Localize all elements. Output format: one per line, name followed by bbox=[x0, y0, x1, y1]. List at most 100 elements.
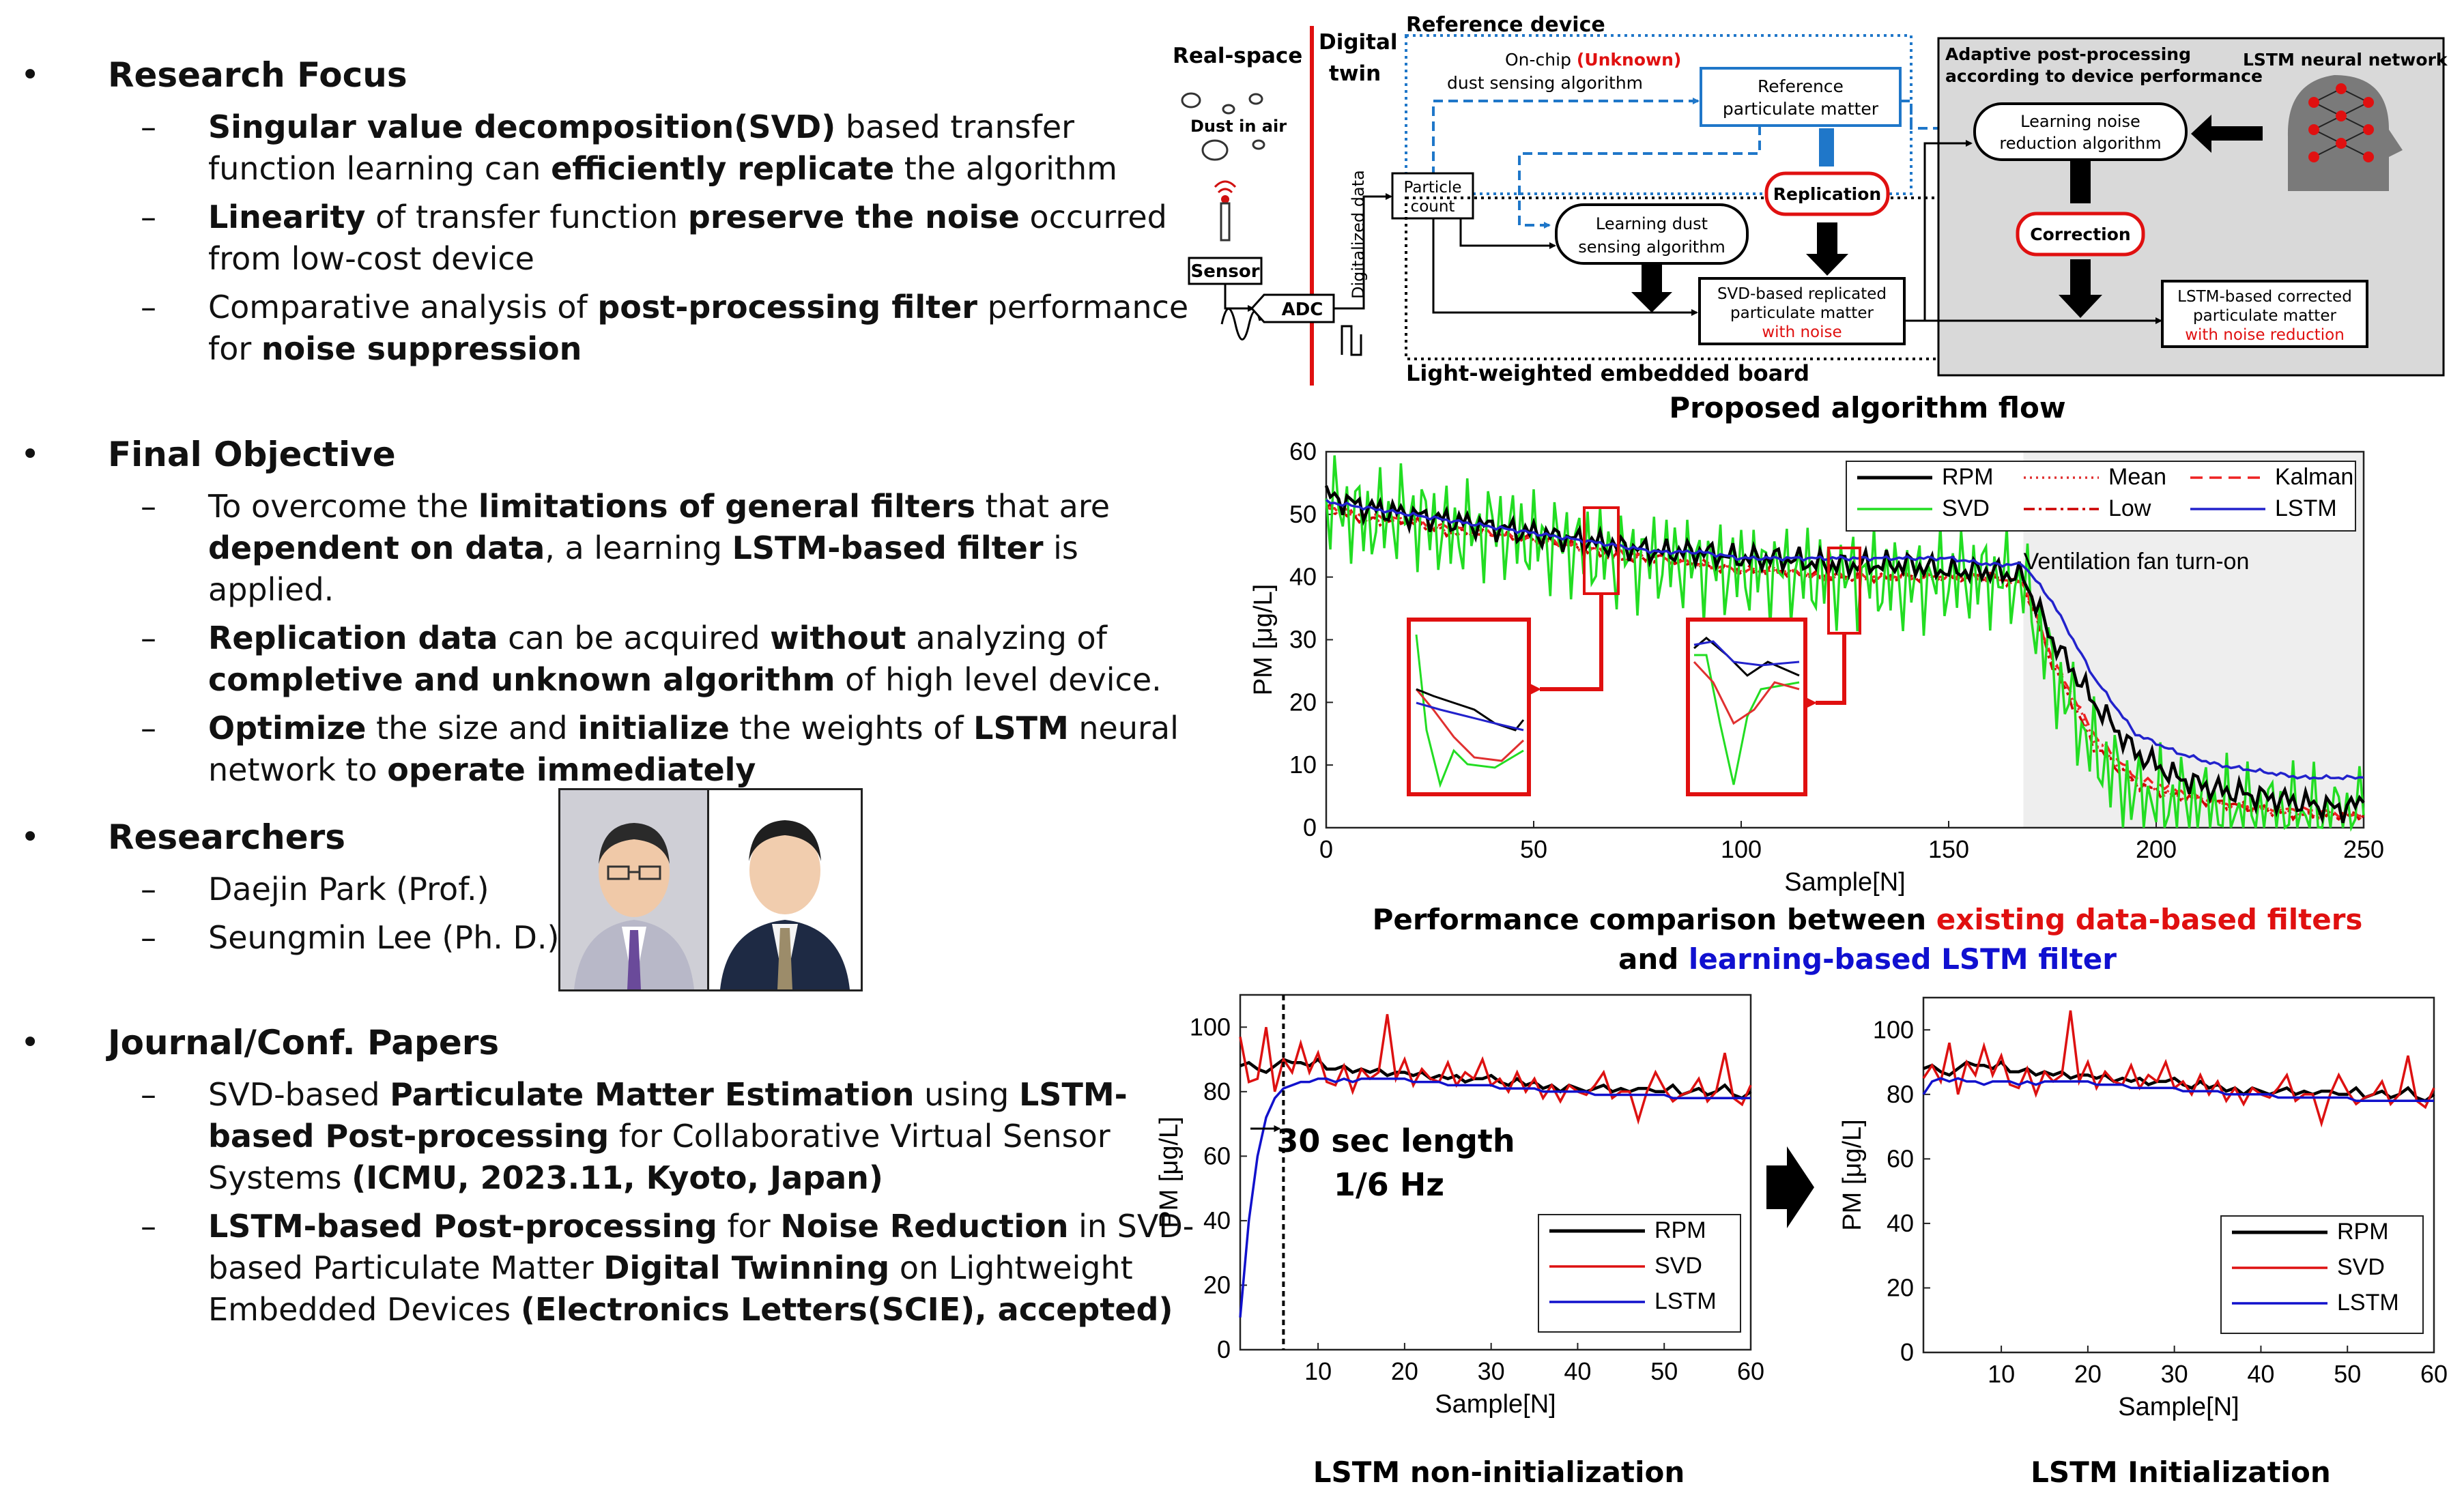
sensor-icon bbox=[1214, 180, 1237, 242]
onchip-label-2: dust sensing algorithm bbox=[1447, 73, 1643, 93]
bullet: • bbox=[20, 56, 40, 94]
arrow-right-icon bbox=[1766, 1146, 1814, 1228]
y-tick-label: 40 bbox=[1887, 1209, 1914, 1237]
x-tick-label: 40 bbox=[2247, 1360, 2274, 1388]
text: for Collaborative Virtual Sensor Systems bbox=[208, 1118, 1111, 1196]
bold-text: (Electronics Letters(SCIE), accepted) bbox=[520, 1291, 1173, 1328]
legend-label-rpm: RPM bbox=[1654, 1217, 1706, 1243]
x-tick-label: 30 bbox=[1478, 1357, 1505, 1385]
y-tick-label: 20 bbox=[1887, 1273, 1914, 1301]
dash-marker: – bbox=[141, 108, 156, 145]
embedded-board-label: Light-weighted embedded board bbox=[1406, 360, 1809, 386]
chart0-caption-line1: Performance comparison between existing … bbox=[1373, 903, 2363, 936]
x-tick-label: 50 bbox=[1650, 1357, 1678, 1385]
pm-comparison-chart: 0 50 100 150 200 250 0 10 20 30 40 50 60 Sample[N] PM … bbox=[1249, 437, 2384, 897]
annotation-label: 30 sec length bbox=[1276, 1122, 1515, 1159]
dash-marker: – bbox=[141, 871, 156, 908]
text: the size and bbox=[366, 710, 578, 746]
learning-dust-label-2: sensing algorithm bbox=[1578, 237, 1725, 257]
lstm-init-chart: 10 20 30 40 50 60 0 20 40 60 80 100 Sample[N] PM [μg/… bbox=[1838, 996, 2448, 1421]
x-axis-label: Sample[N] bbox=[2118, 1393, 2239, 1421]
x-tick-label: 20 bbox=[2074, 1360, 2102, 1388]
dash-marker: – bbox=[141, 919, 156, 956]
y-tick-label: 20 bbox=[1289, 688, 1317, 716]
reference-pm-label-1: Reference bbox=[1758, 76, 1844, 96]
bold-text: LSTM-based Post-processing bbox=[208, 1208, 717, 1245]
legend-label-svd: SVD bbox=[1942, 495, 1990, 521]
y-tick-label: 40 bbox=[1289, 563, 1317, 591]
bold-text: preserve the noise bbox=[687, 199, 1020, 235]
text: the algorithm bbox=[894, 150, 1117, 187]
digital-twin-label-2: twin bbox=[1329, 61, 1381, 86]
bold-text: dependent on data bbox=[208, 530, 545, 566]
digital-wave-icon bbox=[1341, 325, 1362, 356]
section-title: Journal/Conf. Papers bbox=[108, 1023, 500, 1062]
bold-text: Optimize bbox=[208, 710, 367, 746]
onchip-unknown: (Unknown) bbox=[1577, 50, 1681, 70]
text: of transfer function bbox=[365, 199, 688, 235]
bold-text: noise suppression bbox=[261, 330, 582, 367]
section-title: Final Objective bbox=[108, 435, 396, 474]
svd-pm-box bbox=[1698, 277, 1906, 345]
annotation-label: 1/6 Hz bbox=[1334, 1166, 1444, 1203]
bullet: • bbox=[20, 435, 40, 474]
list-item: – Optimize the size and initialize the we… bbox=[108, 708, 1212, 791]
item-list: – Daejin Park (Prof.) – Seungmin Lee (Ph. D… bbox=[108, 869, 1212, 966]
digital-twin-label-1: Digital bbox=[1319, 30, 1398, 55]
text: To overcome the bbox=[208, 488, 478, 525]
text: Seungmin Lee (Ph. D.) bbox=[208, 919, 560, 956]
digitalized-data-label: Digitalized data bbox=[1349, 170, 1368, 299]
adc-label: ADC bbox=[1282, 300, 1323, 320]
item-list: – To overcome the limitations of general … bbox=[108, 486, 1212, 798]
annotation-label: Ventilation fan turn-on bbox=[2024, 549, 2250, 575]
bold-text: Replication data bbox=[208, 620, 498, 656]
bold-text: Noise Reduction bbox=[780, 1208, 1069, 1245]
caption-blue: learning-based LSTM filter bbox=[1689, 942, 2117, 976]
dust-icon bbox=[1181, 92, 1265, 161]
y-tick-label: 80 bbox=[1887, 1080, 1914, 1108]
legend-label-kalman: Kalman bbox=[2275, 464, 2353, 490]
list-item: – LSTM-based Post-processing for Noise Re… bbox=[108, 1206, 1212, 1331]
lstm-pm-label-3: with noise reduction bbox=[2185, 326, 2345, 344]
text: Comparative analysis of bbox=[208, 289, 598, 325]
arrow-down-icon bbox=[1631, 263, 1672, 313]
x-tick-label: 100 bbox=[1721, 835, 1762, 863]
y-axis-label: PM [μg/L] bbox=[1155, 1116, 1184, 1228]
bullet: • bbox=[20, 1024, 40, 1062]
legend-label-rpm: RPM bbox=[1942, 464, 1994, 490]
text: analyzing of bbox=[906, 620, 1107, 656]
text: Daejin Park (Prof.) bbox=[208, 871, 489, 908]
bold-text: LSTM-based Post-processing bbox=[208, 1076, 1128, 1155]
bold-text: Particulate Matter Estimation bbox=[390, 1076, 915, 1113]
reference-pm-label-2: particulate matter bbox=[1723, 99, 1879, 119]
y-tick-label: 60 bbox=[1289, 437, 1317, 465]
y-tick-label: 0 bbox=[1217, 1335, 1231, 1363]
researcher-photo-park bbox=[558, 788, 710, 991]
list-item: – Daejin Park (Prof.) bbox=[108, 869, 1212, 910]
particle-count-label-2: count bbox=[1411, 198, 1455, 216]
y-tick-label: 10 bbox=[1289, 751, 1317, 779]
bold-text: completive and unknown algorithm bbox=[208, 661, 835, 698]
series-line-svd bbox=[1239, 1014, 1752, 1125]
series-line-lstm bbox=[1325, 499, 2364, 781]
y-axis-label: PM [μg/L] bbox=[1838, 1119, 1867, 1230]
list-item: – Singular value decomposition(SVD) based… bbox=[108, 106, 1212, 190]
text: using bbox=[914, 1076, 1019, 1113]
x-tick-label: 150 bbox=[1928, 835, 1969, 863]
bold-text: (ICMU, 2023.11, Kyoto, Japan) bbox=[352, 1159, 883, 1196]
svd-pm-label-3: with noise bbox=[1762, 323, 1842, 341]
diagram-caption: Proposed algorithm flow bbox=[1669, 391, 2065, 424]
legend-label-svd: SVD bbox=[2337, 1254, 2385, 1280]
legend bbox=[1846, 461, 2356, 532]
y-tick-label: 100 bbox=[1190, 1013, 1231, 1041]
y-axis-label: PM [μg/L] bbox=[1249, 584, 1278, 695]
y-tick-label: 60 bbox=[1887, 1144, 1914, 1172]
embedded-board-frame bbox=[1405, 197, 2192, 360]
lstm-pm-label-2: particulate matter bbox=[2193, 307, 2336, 325]
inset-zoom-2 bbox=[1686, 618, 1807, 796]
inset-1-trace bbox=[1416, 688, 1525, 731]
bold-text: Singular value decomposition(SVD) bbox=[208, 108, 836, 145]
text: , a learning bbox=[545, 530, 732, 566]
y-tick-label: 0 bbox=[1900, 1338, 1914, 1366]
lstm-non-init-chart: 10 20 30 40 50 60 0 20 40 60 80 100 Sample[N] PM [μg/… bbox=[1155, 994, 1764, 1419]
